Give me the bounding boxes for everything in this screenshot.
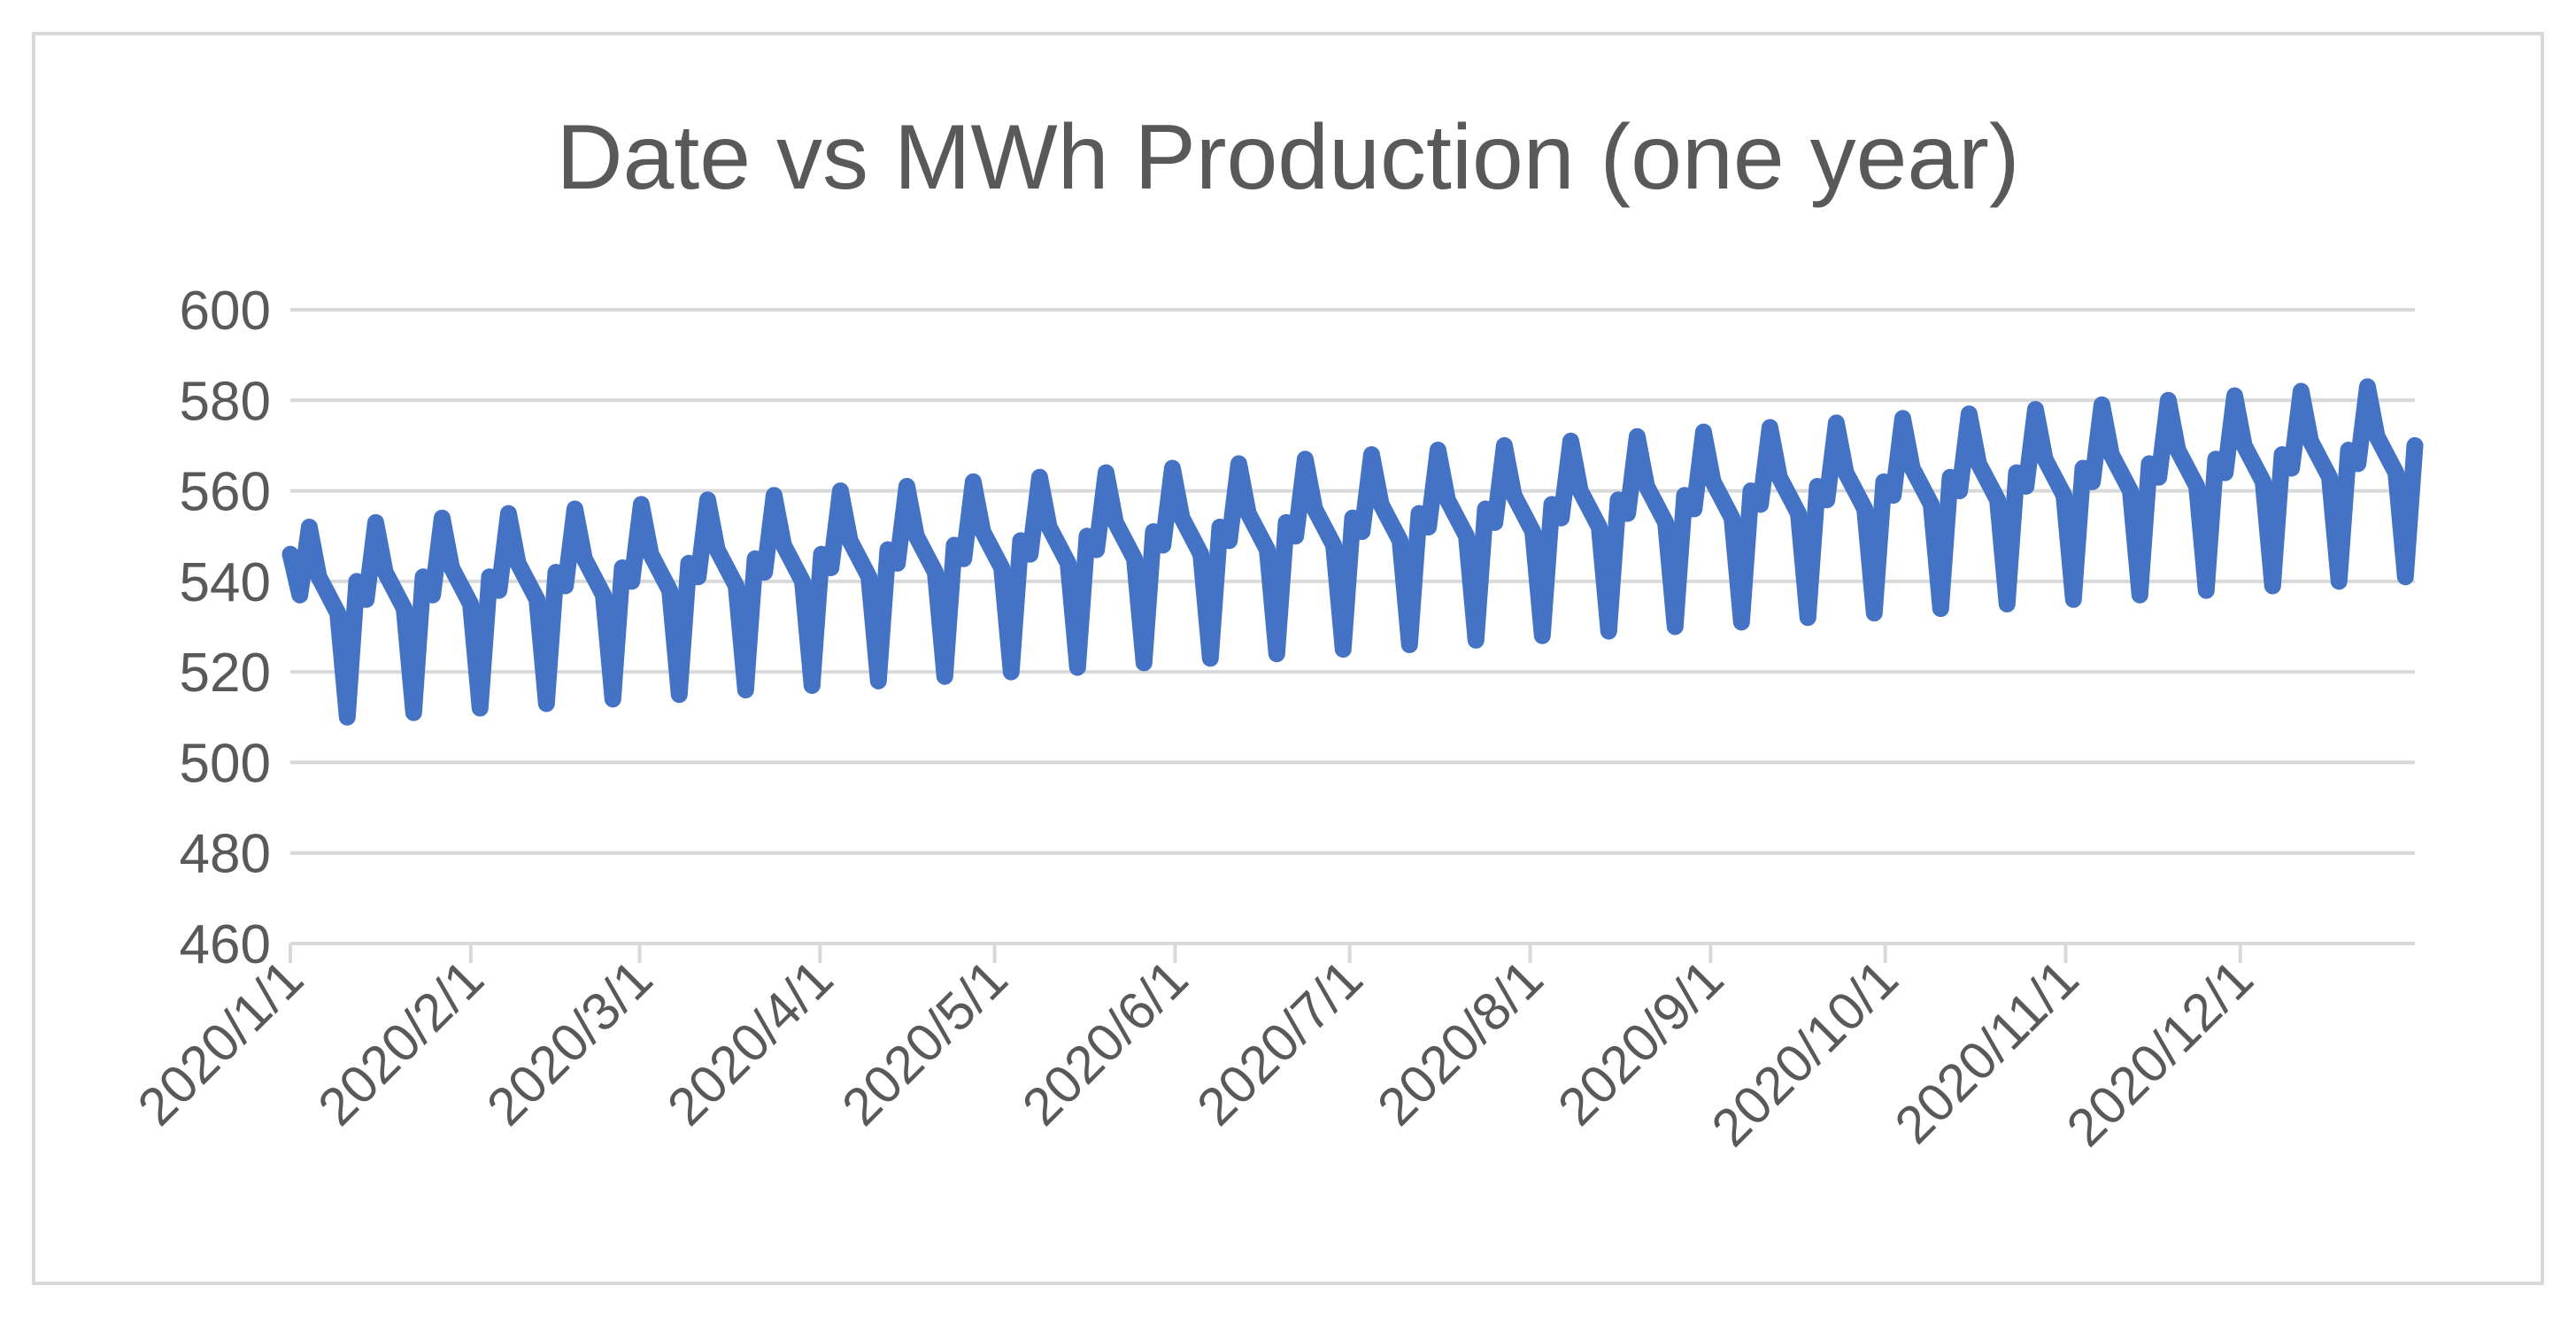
x-tick-label: 2020/5/1 — [830, 949, 1019, 1137]
x-tick-label: 2020/10/1 — [1701, 949, 1909, 1158]
y-tick-label: 560 — [180, 462, 271, 523]
y-tick-label: 600 — [180, 281, 271, 342]
x-tick-label: 2020/2/1 — [306, 949, 495, 1137]
chart-frame — [32, 32, 2544, 1285]
x-tick-label: 2020/4/1 — [656, 949, 845, 1137]
series-line-mwh-production — [282, 378, 2424, 726]
x-tick-label: 2020/11/1 — [1884, 949, 2090, 1155]
y-tick-label: 500 — [180, 733, 271, 794]
x-tick-label: 2020/12/1 — [2055, 949, 2264, 1158]
x-tick-label: 2020/8/1 — [1366, 949, 1554, 1137]
series-layer — [282, 378, 2424, 726]
y-tick-label: 460 — [180, 914, 271, 975]
gridlines — [290, 308, 2415, 855]
y-tick-label: 540 — [180, 552, 271, 613]
x-tick-label: 2020/1/1 — [127, 949, 315, 1137]
y-tick-label: 520 — [180, 643, 271, 704]
x-tick-label: 2020/6/1 — [1011, 949, 1199, 1137]
axes — [289, 942, 2415, 963]
y-tick-label: 480 — [180, 824, 271, 885]
x-tick-label: 2020/7/1 — [1185, 949, 1374, 1137]
y-tick-label: 580 — [180, 371, 271, 432]
chart-title: Date vs MWh Production (one year) — [556, 106, 2020, 209]
tick-labels: 460 480 500 520 540 560 580 600 2020/1/12020/2/1… — [127, 281, 2264, 1158]
x-tick-label: 2020/3/1 — [475, 949, 664, 1137]
